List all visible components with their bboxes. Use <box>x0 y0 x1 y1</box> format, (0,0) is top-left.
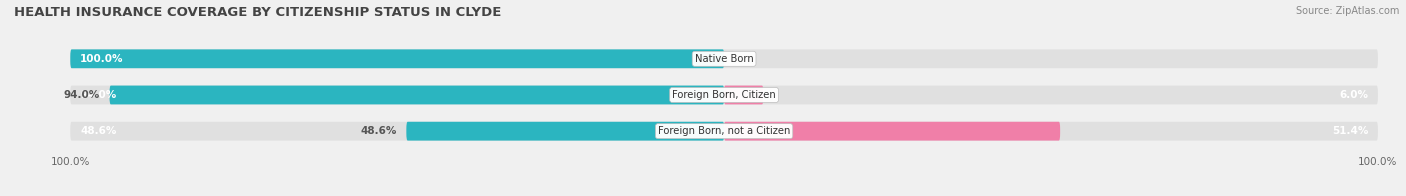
FancyBboxPatch shape <box>110 86 724 104</box>
Text: 6.0%: 6.0% <box>1339 90 1368 100</box>
FancyBboxPatch shape <box>724 86 763 104</box>
FancyBboxPatch shape <box>70 122 1378 141</box>
FancyBboxPatch shape <box>406 122 724 141</box>
Text: 94.0%: 94.0% <box>80 90 117 100</box>
Text: Native Born: Native Born <box>695 54 754 64</box>
FancyBboxPatch shape <box>724 122 1060 141</box>
Text: 94.0%: 94.0% <box>63 90 100 100</box>
Text: 48.6%: 48.6% <box>80 126 117 136</box>
Text: Foreign Born, Citizen: Foreign Born, Citizen <box>672 90 776 100</box>
FancyBboxPatch shape <box>70 86 1378 104</box>
Text: HEALTH INSURANCE COVERAGE BY CITIZENSHIP STATUS IN CLYDE: HEALTH INSURANCE COVERAGE BY CITIZENSHIP… <box>14 6 502 19</box>
FancyBboxPatch shape <box>70 49 724 68</box>
FancyBboxPatch shape <box>70 49 1378 68</box>
Text: Foreign Born, not a Citizen: Foreign Born, not a Citizen <box>658 126 790 136</box>
Text: 48.6%: 48.6% <box>360 126 396 136</box>
Text: Source: ZipAtlas.com: Source: ZipAtlas.com <box>1295 6 1399 16</box>
Text: 100.0%: 100.0% <box>80 54 124 64</box>
Text: 51.4%: 51.4% <box>1331 126 1368 136</box>
